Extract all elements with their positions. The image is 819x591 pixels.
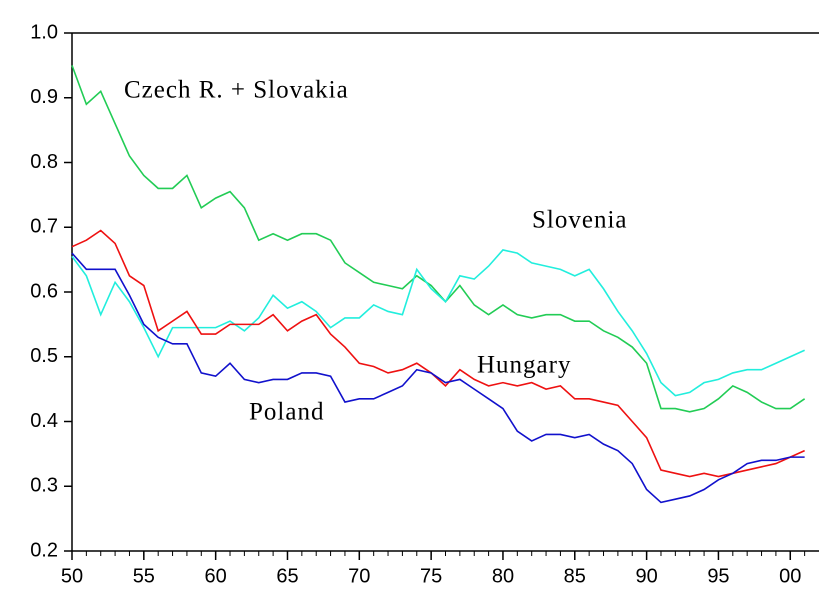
- y-tick-label: 0.4: [30, 410, 58, 432]
- y-tick-label: 0.3: [30, 475, 58, 497]
- series-label: Poland: [249, 399, 324, 426]
- x-tick-label: 65: [276, 565, 298, 587]
- x-tick-label: 70: [348, 565, 370, 587]
- x-tick-label: 80: [492, 565, 514, 587]
- y-tick-label: 0.6: [30, 280, 58, 302]
- series-label: Hungary: [477, 352, 571, 379]
- series-line: [71, 65, 806, 413]
- y-tick-label: 0.9: [30, 86, 58, 108]
- x-tick-label: 00: [779, 565, 801, 587]
- x-tick-label: 50: [61, 565, 83, 587]
- series-line: [71, 252, 805, 504]
- x-tick-label: 85: [564, 565, 586, 587]
- series-line: [71, 249, 805, 397]
- x-tick-label: 90: [635, 565, 657, 587]
- y-tick-label: 0.8: [30, 151, 58, 173]
- x-tick-label: 60: [205, 565, 227, 587]
- y-tick-label: 0.2: [30, 539, 58, 561]
- x-tick-label: 55: [133, 565, 155, 587]
- y-tick-label: 0.7: [30, 216, 58, 238]
- series-line: [71, 229, 805, 478]
- y-tick-label: 0.5: [30, 345, 58, 367]
- series-label: Slovenia: [532, 207, 628, 234]
- x-tick-label: 75: [420, 565, 442, 587]
- y-tick-label: 1.0: [30, 21, 58, 43]
- x-tick-label: 95: [707, 565, 729, 587]
- series-label: Czech R. + Slovakia: [124, 77, 349, 104]
